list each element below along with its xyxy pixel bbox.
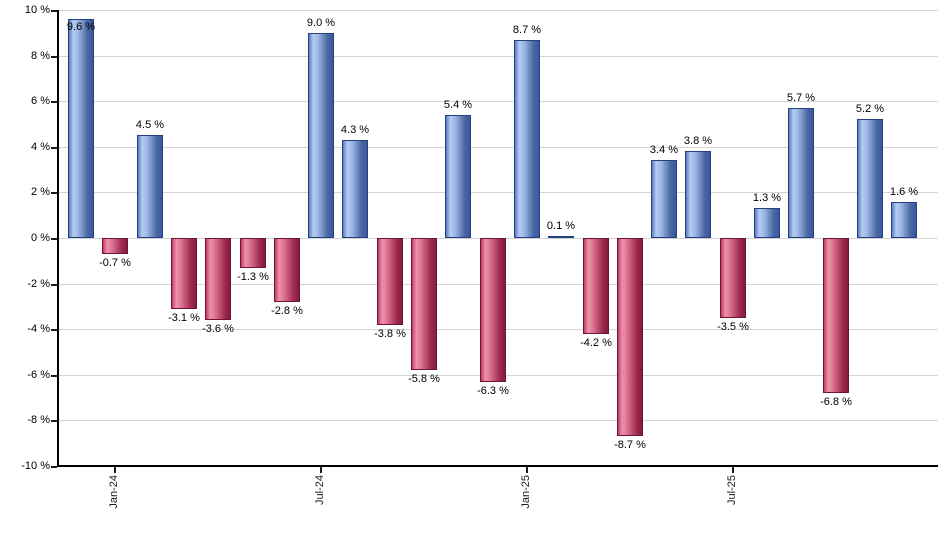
y-axis-tick xyxy=(51,466,57,468)
x-axis-line xyxy=(57,465,938,467)
bar-17[interactable] xyxy=(651,160,677,238)
y-axis-label: 8 % xyxy=(31,50,50,62)
bar-value-label: -3.1 % xyxy=(168,312,200,324)
x-axis-label: Jul-24 xyxy=(314,475,326,505)
bar-value-label: -4.2 % xyxy=(580,337,612,349)
x-axis-label: Jan-25 xyxy=(520,475,532,509)
gridline-2pct xyxy=(58,192,938,193)
y-axis-tick xyxy=(51,10,57,12)
bar-value-label: 8.7 % xyxy=(512,24,542,36)
bar-value-label: 3.8 % xyxy=(683,135,713,147)
bar-11[interactable] xyxy=(445,115,471,238)
bar-value-label: 0.1 % xyxy=(546,220,576,232)
bar-value-label: 5.7 % xyxy=(786,92,816,104)
bar-7[interactable] xyxy=(308,33,334,238)
bar-value-label: -6.3 % xyxy=(477,385,509,397)
x-axis-tick xyxy=(526,467,528,473)
y-axis-tick xyxy=(51,192,57,194)
bar-8[interactable] xyxy=(342,140,368,238)
bar-value-label: -0.7 % xyxy=(99,257,131,269)
y-axis-label: -2 % xyxy=(27,278,50,290)
gridline--8pct xyxy=(58,420,938,421)
bar-15[interactable] xyxy=(583,238,609,334)
y-axis-tick xyxy=(51,238,57,240)
bar-4[interactable] xyxy=(205,238,231,320)
bar-3[interactable] xyxy=(171,238,197,309)
bar-value-label: -3.6 % xyxy=(202,323,234,335)
bar-0[interactable] xyxy=(68,19,94,238)
bar-13[interactable] xyxy=(514,40,540,238)
bar-value-label: 3.4 % xyxy=(649,144,679,156)
bar-1[interactable] xyxy=(102,238,128,254)
y-axis-tick xyxy=(51,329,57,331)
bar-23[interactable] xyxy=(857,119,883,238)
gridline-10pct xyxy=(58,10,938,11)
gridline-4pct xyxy=(58,147,938,148)
bar-16[interactable] xyxy=(617,238,643,436)
bar-21[interactable] xyxy=(788,108,814,238)
bar-value-label: 1.3 % xyxy=(752,192,782,204)
bar-value-label: -6.8 % xyxy=(820,396,852,408)
x-axis-tick xyxy=(114,467,116,473)
bar-value-label: 9.0 % xyxy=(306,17,336,29)
bar-19[interactable] xyxy=(720,238,746,318)
gridline-6pct xyxy=(58,101,938,102)
y-axis-tick xyxy=(51,101,57,103)
y-axis-tick xyxy=(51,420,57,422)
bar-value-label: 5.4 % xyxy=(443,99,473,111)
y-axis-label: -10 % xyxy=(21,460,50,472)
y-axis-label: 4 % xyxy=(31,141,50,153)
y-axis-label: 10 % xyxy=(24,4,50,16)
x-axis-tick xyxy=(320,467,322,473)
bar-value-label: 9.6 % xyxy=(66,21,96,33)
bar-value-label: -5.8 % xyxy=(408,373,440,385)
x-axis-tick xyxy=(732,467,734,473)
y-axis-label: 6 % xyxy=(31,95,50,107)
bar-5[interactable] xyxy=(240,238,266,268)
bar-2[interactable] xyxy=(137,135,163,238)
bar-value-label: -1.3 % xyxy=(237,271,269,283)
y-axis-label: -6 % xyxy=(27,369,50,381)
bar-value-label: 4.3 % xyxy=(340,124,370,136)
bar-value-label: -2.8 % xyxy=(271,305,303,317)
bar-value-label: -3.5 % xyxy=(717,321,749,333)
bar-9[interactable] xyxy=(377,238,403,325)
bar-12[interactable] xyxy=(480,238,506,382)
bar-22[interactable] xyxy=(823,238,849,393)
y-axis-tick xyxy=(51,147,57,149)
x-axis-label: Jul-25 xyxy=(726,475,738,505)
y-axis-line xyxy=(57,10,59,467)
bar-value-label: -8.7 % xyxy=(614,439,646,451)
gridline-8pct xyxy=(58,56,938,57)
bar-14[interactable] xyxy=(548,236,574,238)
bar-value-label: 1.6 % xyxy=(889,186,919,198)
y-axis-label: -8 % xyxy=(27,414,50,426)
x-axis-label: Jan-24 xyxy=(108,475,120,509)
y-axis-tick xyxy=(51,56,57,58)
bar-24[interactable] xyxy=(891,202,917,238)
bar-value-label: 4.5 % xyxy=(135,119,165,131)
bar-6[interactable] xyxy=(274,238,300,302)
y-axis-tick xyxy=(51,375,57,377)
bar-value-label: -3.8 % xyxy=(374,328,406,340)
bar-value-label: 5.2 % xyxy=(855,103,885,115)
y-axis-label: 2 % xyxy=(31,186,50,198)
y-axis-label: 0 % xyxy=(31,232,50,244)
bar-10[interactable] xyxy=(411,238,437,370)
y-axis-tick xyxy=(51,284,57,286)
bar-20[interactable] xyxy=(754,208,780,238)
bar-18[interactable] xyxy=(685,151,711,238)
y-axis-label: -4 % xyxy=(27,323,50,335)
